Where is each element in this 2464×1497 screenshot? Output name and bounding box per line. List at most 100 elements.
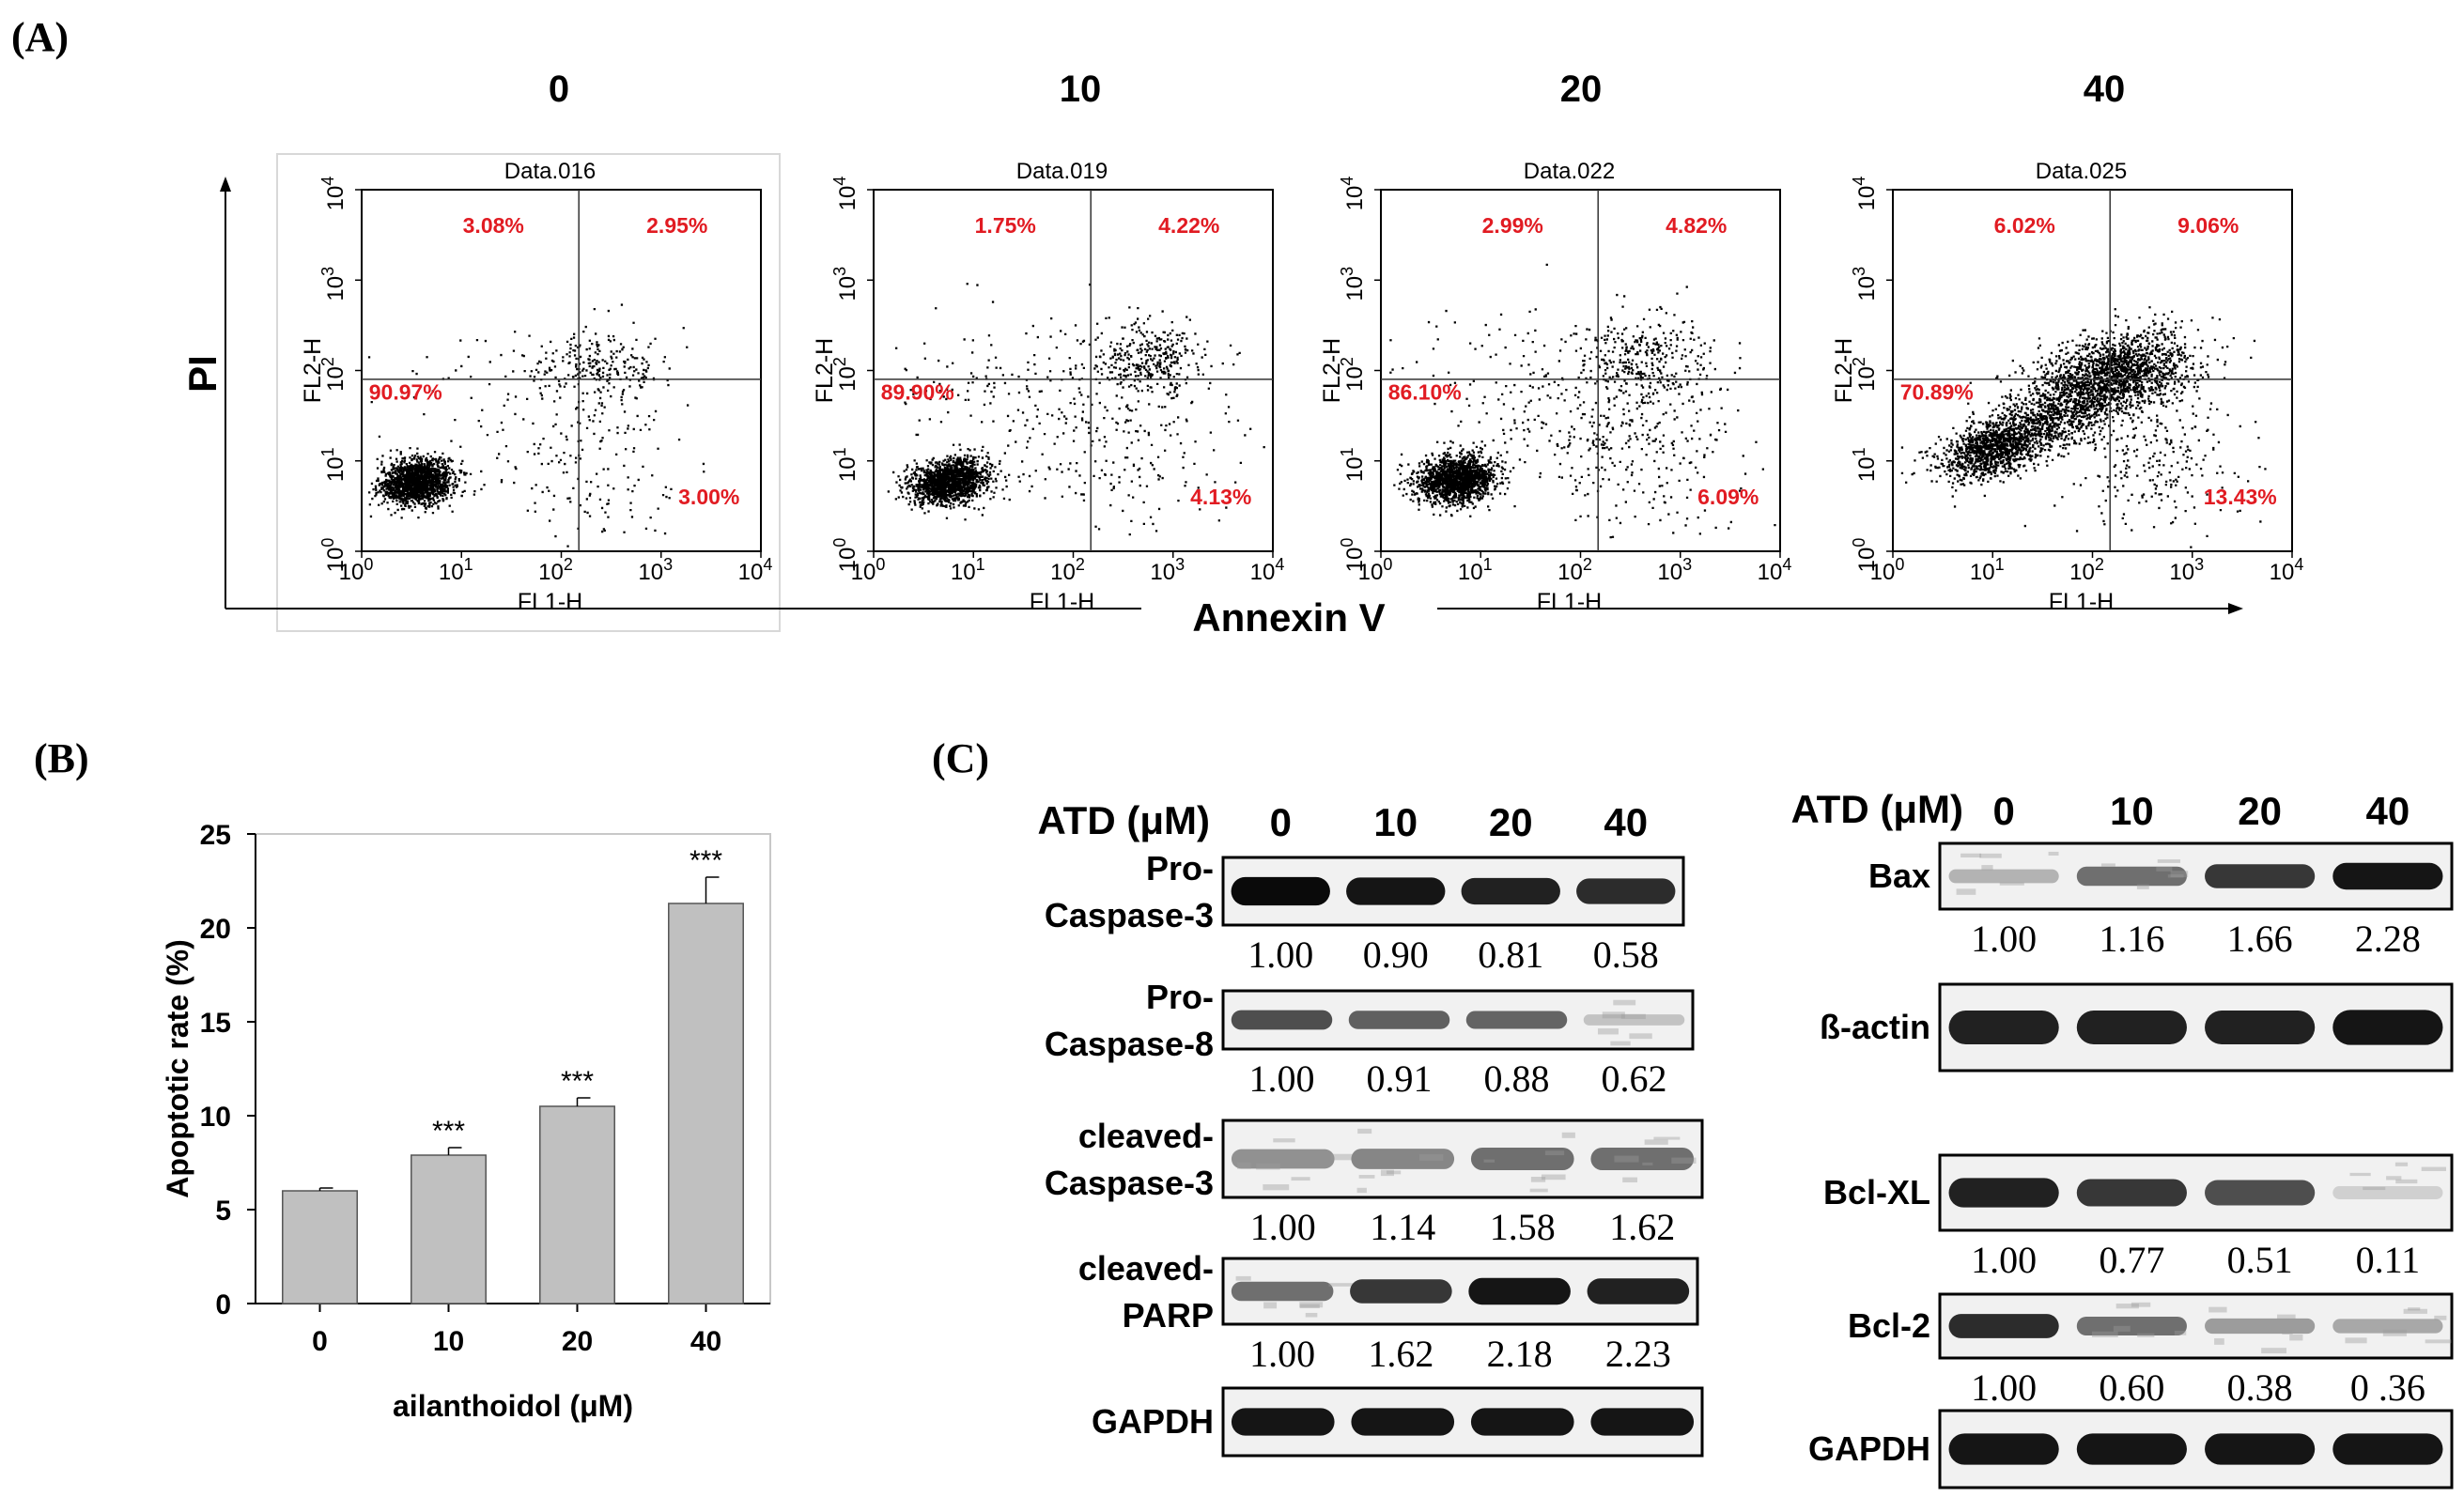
dose-header: 0 <box>549 69 569 110</box>
y-tick-label: 103 <box>1338 267 1368 301</box>
bax-quant-0: 1.00 <box>1971 918 2037 960</box>
-actin-band <box>2205 1010 2316 1045</box>
quadrant-lower-right: 4.13% <box>1190 485 1251 509</box>
gapdh-band <box>2332 1433 2443 1465</box>
dose-10: 10 <box>1373 800 1418 844</box>
x-tick-label: 101 <box>951 555 985 585</box>
gapdh-band <box>2076 1433 2187 1465</box>
bcl-xl-band <box>2332 1186 2443 1199</box>
western-blot-left: ATD (μM) 0 10 20 40 Pro- Caspase-3 1.00 0.90 0.81… <box>1037 798 1704 1458</box>
cleaved-parp-quant-3: 2.23 <box>1605 1333 1671 1375</box>
gapdh-band <box>1470 1408 1574 1436</box>
x-axis-label: FL1-H <box>2049 589 2114 615</box>
pro-caspase-3-quant-2: 0.81 <box>1478 934 1543 976</box>
pro-caspase-8-band <box>1348 1011 1450 1029</box>
y-tick-exp: 0 <box>1338 538 1356 548</box>
y-tick-label: 100 <box>1338 538 1368 573</box>
y-axis-label: FL2-H <box>1319 338 1345 403</box>
y-tick-exp: 4 <box>830 177 849 186</box>
cleaved-parp-noise <box>1299 1304 1320 1309</box>
y-tick-label: 100 <box>318 538 349 573</box>
cleaved-parp-quant-1: 1.62 <box>1368 1333 1433 1375</box>
x-tick-exp: 4 <box>1782 555 1791 574</box>
x-axis-label: FL1-H <box>1537 589 1602 615</box>
bar-0 <box>282 1190 358 1304</box>
pro-caspase-8-band <box>1583 1014 1685 1026</box>
y-axis-label: FL2-H <box>1831 338 1857 403</box>
y-tick-exp: 3 <box>830 267 849 276</box>
x-tick-exp: 0 <box>1383 555 1392 574</box>
x-tick-exp: 3 <box>1175 555 1185 574</box>
-actin-band <box>2076 1010 2187 1045</box>
bcl-2-noise <box>2434 1315 2447 1320</box>
cleaved-caspase-3-quant-2: 1.58 <box>1490 1206 1556 1248</box>
gapdh-band <box>2205 1433 2316 1465</box>
x-tick-label: 10 <box>433 1326 464 1357</box>
cleaved-caspase-3-band <box>1590 1147 1695 1171</box>
cleaved-caspase-3-noise <box>1356 1187 1367 1194</box>
significance-marker: *** <box>690 845 722 876</box>
quadrant-lower-left: 70.89% <box>1900 379 1974 404</box>
cleaved-caspase-3-band <box>1351 1149 1455 1169</box>
x-tick-exp: 0 <box>364 555 373 574</box>
quadrant-lower-left: 90.97% <box>369 379 442 404</box>
bax-band <box>2205 864 2316 888</box>
bax-noise <box>2157 859 2181 863</box>
cleaved-parp-noise <box>1263 1302 1278 1309</box>
y-tick-exp: 2 <box>1338 357 1356 366</box>
y-tick-label: 103 <box>830 267 860 301</box>
flow-cytometry-panel: 0Data.016100100101101102102103103104104F… <box>276 69 2303 632</box>
cleaved-parp-band <box>1231 1281 1334 1302</box>
y-tick-label: 10 <box>200 1102 231 1133</box>
x-tick-label: 103 <box>1657 555 1692 585</box>
x-tick-exp: 2 <box>1583 555 1592 574</box>
bcl-xl-label: Bcl-XL <box>1823 1173 1930 1211</box>
bcl-xl-band <box>2076 1179 2187 1207</box>
cleaved-caspase-3-noise <box>1561 1132 1575 1138</box>
cleaved-caspase-3-noise <box>1386 1170 1402 1175</box>
dose-20: 20 <box>2238 789 2282 833</box>
y-tick-label: 5 <box>215 1196 231 1227</box>
bcl-2-noise <box>2282 1329 2293 1335</box>
bcl-2-band <box>2205 1318 2316 1335</box>
cleaved-caspase-3-noise <box>1237 1162 1251 1169</box>
cleaved-caspase-3-noise <box>1483 1159 1495 1163</box>
quadrant-upper-left: 6.02% <box>1994 213 2055 238</box>
pro-caspase-3-quant-1: 0.90 <box>1363 934 1429 976</box>
x-tick-label: 40 <box>690 1326 721 1357</box>
pro-caspase-8-noise <box>1613 999 1636 1006</box>
y-tick-label: 101 <box>830 447 860 482</box>
pro-caspase-3-band <box>1461 877 1560 905</box>
y-tick-exp: 1 <box>318 447 337 456</box>
y-tick-label: 104 <box>318 177 349 211</box>
quadrant-lower-left: 89.90% <box>881 379 954 404</box>
bcl-2-band <box>2332 1319 2443 1334</box>
cleaved-caspase-3-quant-3: 1.62 <box>1609 1206 1675 1248</box>
gapdh-band <box>1231 1408 1335 1436</box>
quadrant-upper-left: 2.99% <box>1482 213 1543 238</box>
bcl-2-noise <box>2113 1325 2131 1332</box>
quadrant-lower-left: 86.10% <box>1388 379 1462 404</box>
bax-noise <box>1981 865 1993 871</box>
bax-noise <box>2156 866 2173 872</box>
flow-plot-20: 20Data.022100100101101102102103103104104… <box>1319 69 1791 615</box>
quadrant-lower-right: 3.00% <box>678 485 739 509</box>
x-tick-label: 102 <box>2069 555 2104 585</box>
cleaved-caspase-3-noise <box>1614 1155 1639 1163</box>
x-tick-label: 102 <box>1557 555 1592 585</box>
cleaved-caspase-3-noise <box>1357 1128 1372 1134</box>
cleaved-caspase-3-noise <box>1330 1153 1356 1161</box>
x-tick-exp: 3 <box>2194 555 2204 574</box>
bax-band <box>2076 866 2187 887</box>
bax-band <box>2332 862 2443 890</box>
pro-caspase-8-noise <box>1602 1011 1625 1019</box>
gapdh-band <box>1351 1408 1455 1436</box>
flow-plot-10: 10Data.019100100101101102102103103104104… <box>812 69 1284 615</box>
y-tick-label: 0 <box>215 1289 231 1320</box>
cleaved-caspase-3-noise <box>1653 1136 1681 1140</box>
cleaved-caspase-3-band <box>1470 1147 1574 1171</box>
bcl-xl-noise <box>2363 1186 2386 1191</box>
bcl-2-noise <box>2277 1314 2296 1320</box>
y-tick-label: 101 <box>1850 447 1880 482</box>
bcl-2-noise <box>2137 1333 2155 1337</box>
